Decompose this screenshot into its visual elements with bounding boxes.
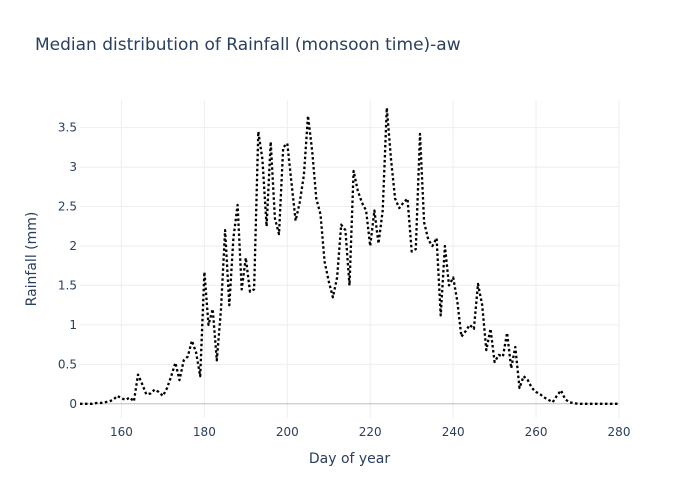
x-tick-label-260: 260 bbox=[525, 425, 548, 439]
y-tick-label-0.5: 0.5 bbox=[58, 357, 77, 371]
x-axis-title: Day of year bbox=[309, 451, 391, 467]
y-tick-label-1: 1 bbox=[69, 318, 77, 332]
series bbox=[80, 106, 619, 405]
grid bbox=[80, 100, 620, 418]
x-tick-label-160: 160 bbox=[110, 425, 133, 439]
y-tick-label-2.5: 2.5 bbox=[58, 200, 77, 214]
chart-title: Median distribution of Rainfall (monsoon… bbox=[35, 35, 461, 55]
x-tick-label-280: 280 bbox=[608, 425, 631, 439]
series-line-0 bbox=[80, 106, 619, 405]
y-tick-label-2: 2 bbox=[69, 239, 77, 253]
x-tick-label-180: 180 bbox=[193, 425, 216, 439]
x-tick-label-200: 200 bbox=[276, 425, 299, 439]
y-tick-label-1.5: 1.5 bbox=[58, 278, 77, 292]
y-tick-label-3: 3 bbox=[69, 160, 77, 174]
x-tick-label-220: 220 bbox=[359, 425, 382, 439]
axis-ticks: 160 180 200 220 240 260 280 0 0.5 1 1.5 2 2.5 3 3.5 bbox=[58, 121, 631, 439]
x-tick-label-240: 240 bbox=[442, 425, 465, 439]
y-tick-label-3.5: 3.5 bbox=[58, 121, 77, 135]
y-axis-title: Rainfall (mm) bbox=[24, 212, 40, 307]
y-tick-label-0: 0 bbox=[69, 397, 77, 411]
